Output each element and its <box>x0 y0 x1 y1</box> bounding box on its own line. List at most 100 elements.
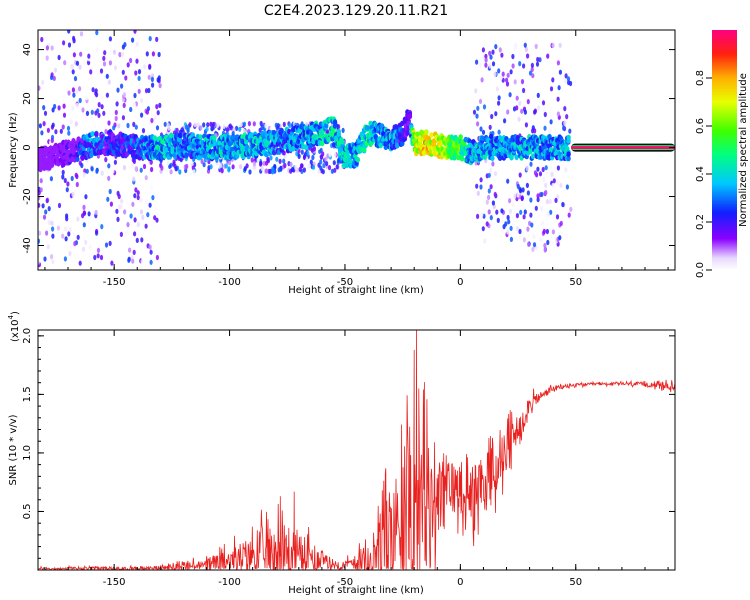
colorbar-tick-label: 0.2 <box>695 214 706 230</box>
spectral-blob <box>67 231 71 237</box>
ridge-blob <box>429 132 434 138</box>
spectral-blob <box>91 87 95 93</box>
spectral-blob <box>89 69 93 75</box>
spectral-blob <box>80 162 84 169</box>
spectral-blob <box>235 125 239 131</box>
spectral-blob <box>74 172 78 178</box>
spectral-blob <box>139 209 144 215</box>
ridge-blob <box>415 131 420 137</box>
spectral-blob <box>487 172 491 178</box>
spectral-blob <box>541 166 545 173</box>
spectral-blob <box>172 159 176 165</box>
spectral-blob <box>119 231 123 237</box>
spectral-blob <box>149 259 153 265</box>
ridge-blob <box>99 143 104 150</box>
spectral-blob <box>523 209 527 215</box>
ridge-blob <box>458 134 463 140</box>
ridge-blob <box>467 138 472 145</box>
spectral-blob <box>319 159 323 165</box>
spectral-blob <box>484 57 488 63</box>
spectral-blob <box>45 55 49 61</box>
spectral-blob <box>507 219 511 225</box>
spectral-blob <box>533 170 538 176</box>
spectral-blob <box>271 169 275 175</box>
spectral-blob <box>112 125 116 131</box>
spectral-blob <box>497 68 501 74</box>
spectral-blob <box>78 97 82 104</box>
spectral-blob <box>132 121 136 127</box>
spectral-blob <box>511 53 515 60</box>
spectral-blob <box>309 159 313 165</box>
spectral-blob <box>239 164 243 170</box>
spectral-blob <box>131 201 135 207</box>
spectral-blob <box>289 161 293 167</box>
spectral-blob <box>50 45 54 51</box>
spectral-blob <box>121 69 125 75</box>
spectral-blob <box>134 70 138 76</box>
spectral-blob <box>102 55 106 62</box>
spectral-blob <box>52 75 56 81</box>
spectral-blob <box>61 124 65 130</box>
spectral-blob <box>143 64 147 70</box>
spectral-blob <box>476 121 480 127</box>
spectral-blob <box>519 209 523 215</box>
spectral-blob <box>155 104 159 110</box>
spectral-blob <box>113 65 117 71</box>
spectral-blob <box>515 226 520 232</box>
spectral-blob <box>132 102 137 108</box>
spectral-blob <box>479 126 483 132</box>
spectral-blob <box>242 121 247 127</box>
spectral-blob <box>62 40 66 46</box>
spectral-blob <box>174 166 178 172</box>
spectral-blob <box>245 163 249 169</box>
x-tick-label: 50 <box>569 577 582 588</box>
spectral-blob <box>493 191 497 197</box>
spectral-blob <box>62 112 67 118</box>
spectral-blob <box>78 86 82 92</box>
spectral-blob <box>209 164 213 170</box>
spectral-blob <box>81 107 85 113</box>
spectral-blob <box>120 198 124 204</box>
spectral-blob <box>475 183 479 189</box>
spectral-blob <box>41 203 45 209</box>
spectral-blob <box>513 79 517 85</box>
spectral-blob <box>188 122 192 128</box>
spectral-blob <box>544 165 548 171</box>
spectral-blob <box>324 156 328 162</box>
spectral-blob <box>472 109 477 115</box>
spectral-blob <box>483 238 487 244</box>
spectral-blob <box>546 53 550 59</box>
spectral-blob <box>108 36 112 42</box>
spectrogram-panel: -150 -100 -50 0 50 -40 -20 0 20 40 Height of stra… <box>8 29 676 296</box>
spectral-blob <box>295 151 299 157</box>
spectral-blob <box>65 187 69 193</box>
spectral-blob <box>105 73 109 79</box>
spectral-blob <box>40 130 44 136</box>
ridge-blob <box>138 151 143 158</box>
spectral-blob <box>150 166 154 173</box>
spectral-blob <box>148 63 152 69</box>
spectral-blob <box>505 77 509 83</box>
spectral-blob <box>489 184 493 190</box>
spectral-blob <box>133 231 137 237</box>
ridge-blob <box>279 127 284 134</box>
snr-background <box>38 330 675 570</box>
spectrogram-marks <box>38 30 675 268</box>
spectral-blob <box>106 196 110 202</box>
spectral-blob <box>522 87 526 94</box>
spectral-blob <box>252 161 256 167</box>
spectral-blob <box>474 88 478 94</box>
spectral-blob <box>515 105 519 111</box>
spectral-blob <box>132 249 136 255</box>
spectral-blob <box>311 154 315 161</box>
spectral-blob <box>103 50 107 56</box>
snr-scale-label: (x10 <box>10 319 21 342</box>
spectral-blob <box>115 101 119 107</box>
spectral-blob <box>93 254 97 261</box>
snr-scale-close: ) <box>10 311 21 315</box>
spectral-blob <box>102 61 107 67</box>
spectral-blob <box>107 120 111 126</box>
spectral-blob <box>489 54 493 60</box>
spectral-blob <box>247 121 251 127</box>
y-tick-label: 2.0 <box>22 328 33 344</box>
